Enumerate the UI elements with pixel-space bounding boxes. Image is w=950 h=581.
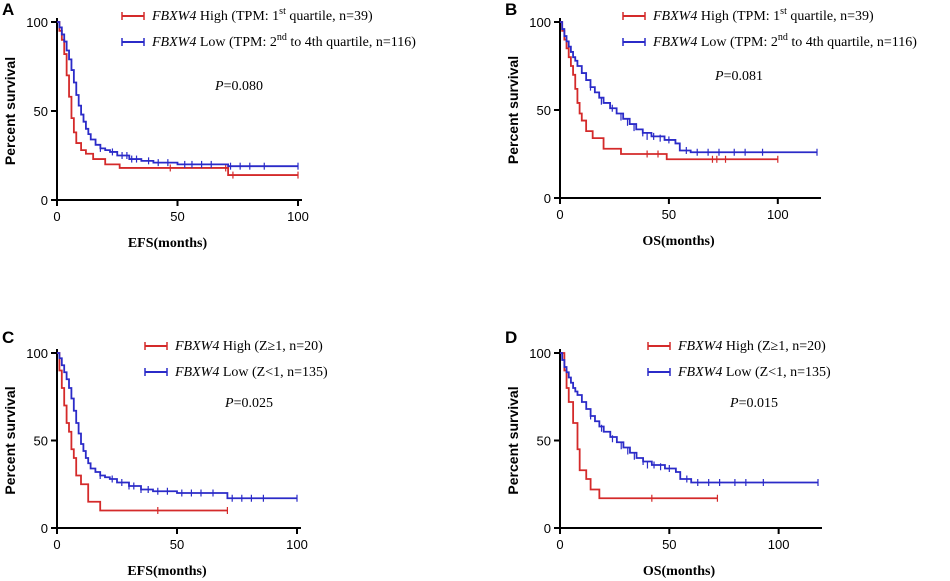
y-axis-label: Percent survival: [2, 57, 18, 165]
panel-a: A 0 50 100 0 50 100 Percent survival EFS(months)…: [2, 0, 416, 251]
panel-d: D 0 50 100 0 50 100 Percent survival OS(months) F…: [505, 328, 831, 579]
high-survival-curve: [560, 21, 778, 161]
legend-entry: FBXW4 High (TPM: 1st quartile, n=39): [151, 6, 373, 24]
p-value: P=0.025: [224, 396, 273, 411]
panel-label: B: [505, 0, 517, 19]
y-tick-label: 100: [26, 346, 48, 361]
legend-entry: FBXW4 High (Z≥1, n=20): [677, 339, 826, 354]
y-tick-label: 50: [537, 434, 551, 449]
x-tick-label: 0: [556, 537, 563, 552]
y-axis-label: Percent survival: [2, 386, 18, 494]
legend-entry: FBXW4 Low (TPM: 2nd to 4th quartile, n=1…: [151, 32, 416, 50]
legend-entry: FBXW4 Low (Z<1, n=135): [174, 365, 328, 380]
y-tick-label: 100: [529, 15, 551, 30]
panel-c: C 0 50 100 0 50 100 Percent survival EFS(months)…: [2, 328, 328, 579]
legend-entry: FBXW4 High (Z≥1, n=20): [174, 339, 323, 354]
y-axis-label: Percent survival: [505, 56, 521, 164]
legend-entry: FBXW4 Low (Z<1, n=135): [677, 365, 831, 380]
y-tick-label: 50: [537, 103, 551, 118]
low-survival-curve: [560, 352, 818, 484]
p-value: P=0.080: [214, 79, 263, 94]
x-axis-label: EFS(months): [128, 236, 208, 251]
x-axis-label: OS(months): [642, 234, 715, 249]
high-survival-curve: [57, 352, 228, 512]
x-tick-label: 0: [53, 537, 60, 552]
y-tick-label: 100: [529, 346, 551, 361]
x-tick-label: 100: [286, 537, 308, 552]
x-tick-label: 50: [170, 209, 184, 224]
x-tick-label: 50: [662, 207, 676, 222]
x-tick-label: 100: [767, 207, 789, 222]
y-tick-label: 0: [544, 191, 551, 206]
high-survival-curve: [560, 352, 718, 500]
x-tick-label: 50: [170, 537, 184, 552]
x-tick-label: 0: [556, 207, 563, 222]
y-tick-label: 0: [41, 193, 48, 208]
x-tick-label: 100: [768, 537, 790, 552]
y-axis-label: Percent survival: [505, 386, 521, 494]
p-value: P=0.081: [714, 69, 763, 84]
y-tick-label: 0: [544, 521, 551, 536]
y-tick-label: 0: [41, 521, 48, 536]
legend-entry: FBXW4 Low (TPM: 2nd to 4th quartile, n=1…: [652, 32, 917, 50]
legend-entry: FBXW4 High (TPM: 1st quartile, n=39): [652, 6, 874, 24]
panel-label: C: [2, 328, 14, 347]
x-tick-label: 100: [287, 209, 309, 224]
panel-b: B 0 50 100 0 50 100 Percent survival OS(months) F…: [505, 0, 917, 249]
low-survival-curve: [560, 21, 817, 154]
y-tick-label: 50: [34, 434, 48, 449]
y-tick-label: 100: [26, 15, 48, 30]
panel-label: D: [505, 328, 517, 347]
x-axis-label: EFS(months): [127, 564, 207, 579]
y-tick-label: 50: [34, 104, 48, 119]
low-survival-curve: [57, 21, 298, 168]
p-value: P=0.015: [729, 396, 778, 411]
x-tick-label: 0: [53, 209, 60, 224]
panel-label: A: [2, 0, 14, 19]
x-axis-label: OS(months): [643, 564, 716, 579]
x-tick-label: 50: [662, 537, 676, 552]
